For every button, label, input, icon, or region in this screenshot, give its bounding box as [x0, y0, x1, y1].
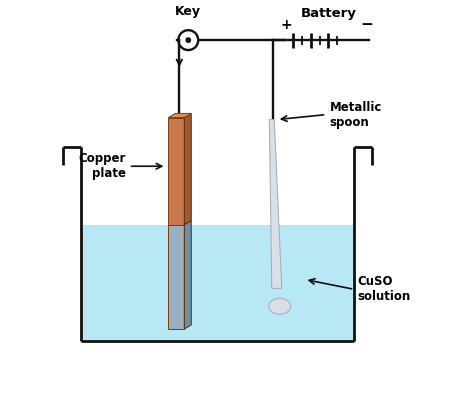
Polygon shape	[269, 119, 282, 288]
Text: −: −	[361, 17, 374, 32]
Text: CuSO
solution: CuSO solution	[357, 276, 410, 303]
Text: Copper
plate: Copper plate	[78, 152, 126, 180]
Ellipse shape	[269, 298, 291, 314]
FancyBboxPatch shape	[81, 225, 354, 341]
Text: +: +	[281, 18, 292, 32]
Polygon shape	[168, 225, 184, 329]
Text: Key: Key	[175, 5, 201, 18]
Polygon shape	[168, 118, 184, 225]
Polygon shape	[168, 114, 191, 118]
Text: Metallic
spoon: Metallic spoon	[329, 100, 382, 129]
Circle shape	[186, 38, 191, 42]
Polygon shape	[184, 114, 191, 225]
Polygon shape	[184, 221, 191, 329]
Text: Battery: Battery	[301, 7, 357, 20]
